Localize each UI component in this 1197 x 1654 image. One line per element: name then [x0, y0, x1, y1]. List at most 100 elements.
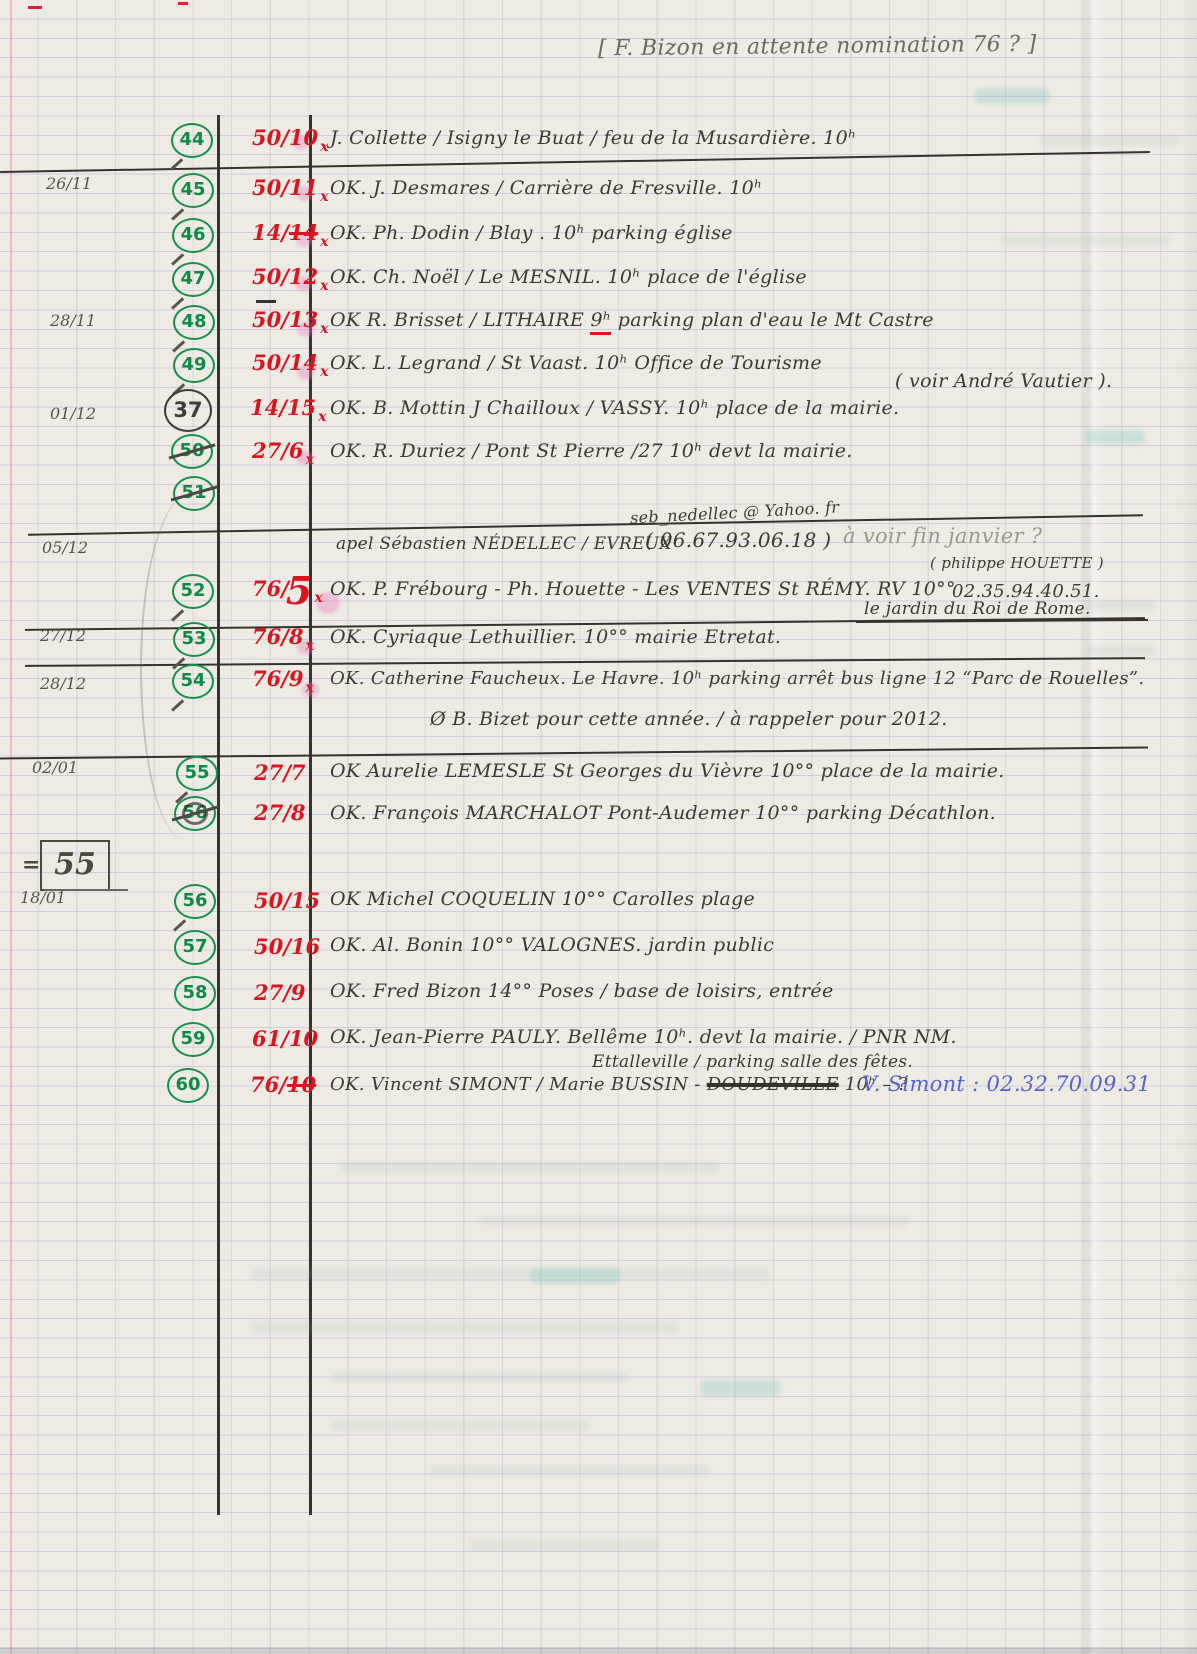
entry-number: 58 — [174, 976, 216, 1011]
entry-number: 55 — [176, 756, 218, 791]
note-ettalleville: Ettalleville / parking salle des fêtes. — [592, 1052, 914, 1072]
margin-date: 02/01 — [32, 758, 79, 777]
entry-code: 50/10 — [252, 125, 319, 150]
page-edge-right — [1181, 0, 1197, 1654]
entry-text: parking plan d'eau le Mt Castre — [611, 309, 934, 331]
entry-code-struck: 10 — [286, 1072, 317, 1097]
x-mark: x — [320, 321, 329, 337]
entry-number: 60 — [167, 1068, 209, 1103]
header-note: [ F. Bizon en attente nomination 76 ? ] — [597, 31, 1037, 62]
ghost-highlight — [975, 88, 1050, 104]
margin-date: 28/12 — [40, 674, 87, 693]
entry-code: 76/ — [252, 576, 289, 601]
entry-code: 27/8 — [254, 800, 306, 825]
ghost-highlight — [530, 1268, 620, 1284]
entry-number: 50 — [171, 434, 213, 469]
x-mark: x — [320, 139, 329, 155]
x-mark: x — [318, 409, 327, 425]
entry-time-underlined: 9ʰ — [590, 309, 612, 335]
entry-number: 48 — [173, 305, 215, 340]
ghost-text — [330, 1372, 630, 1383]
ghost-text — [470, 1540, 660, 1551]
entry-code: 76/9 — [252, 666, 304, 691]
entry-number-struck: 56 — [174, 796, 216, 831]
highlight-blob — [295, 276, 312, 291]
highlight-blob — [297, 322, 314, 337]
entry-code-struck: 14 — [288, 220, 319, 245]
ghost-highlight — [1085, 430, 1145, 444]
divider-line — [0, 150, 1150, 174]
entry-text: OK. Jean-Pierre PAULY. Bellême 10ʰ. devt… — [330, 1026, 957, 1048]
entry-number: 52 — [172, 574, 214, 609]
ghost-text — [250, 1322, 680, 1333]
margin-line — [10, 0, 12, 1654]
entry-text: OK R. Brisset / LITHAIRE — [330, 309, 591, 331]
margin-date: 18/01 — [20, 888, 67, 907]
note-nedellec-phone: ( 06.67.93.06.18 ) — [645, 528, 832, 552]
note-simont-phone: V. Simont : 02.32.70.09.31 — [862, 1072, 1152, 1096]
margin-date: 28/11 — [50, 311, 97, 330]
entry-code: 27/7 — [254, 760, 306, 785]
entry-text: OK. Al. Bonin 10°° VALOGNES. jardin publ… — [330, 934, 775, 956]
ghost-text — [480, 1215, 910, 1226]
entry-number: 57 — [174, 930, 216, 965]
count-box-shadow — [44, 889, 128, 891]
margin-date: 26/11 — [46, 174, 93, 193]
entry-code: 27/6 — [252, 438, 304, 463]
red-mark — [28, 6, 42, 9]
x-mark: x — [320, 234, 329, 250]
entry-number: 45 — [172, 173, 214, 208]
ghost-highlight — [700, 1380, 780, 1396]
ghost-text — [430, 1465, 710, 1476]
page-edge-bottom — [0, 1647, 1197, 1654]
entry-number: 49 — [173, 348, 215, 383]
entry-text: OK. Vincent SIMONT / Marie BUSSIN - — [330, 1074, 707, 1095]
margin-date: 01/12 — [50, 404, 97, 423]
ghost-text — [1040, 135, 1180, 146]
entry-text: OK. P. Frébourg - Ph. Houette - Les VENT… — [330, 578, 956, 600]
tick-above-48 — [256, 300, 276, 303]
count-prefix: = — [22, 852, 41, 878]
entry-text: J. Collette / Isigny le Buat / feu de la… — [330, 127, 857, 149]
entry-subtext: le jardin du Roi de Rome. — [864, 599, 1091, 619]
entry-text: OK Michel COQUELIN 10°° Carolles plage — [330, 888, 756, 910]
x-mark: x — [305, 452, 314, 468]
pencil-arc — [140, 495, 222, 840]
entry-code: 50/12 — [252, 264, 319, 289]
highlight-blob — [296, 186, 313, 201]
paper-crease — [1078, 0, 1104, 1654]
ledger-vline-2 — [309, 115, 312, 1515]
entry-code: 50/11 — [252, 175, 319, 200]
entry-text: OK. Ph. Dodin / Blay . 10ʰ parking églis… — [330, 222, 733, 244]
x-mark: x — [320, 278, 329, 294]
entry-text: OK. Ch. Noël / Le MESNIL. 10ʰ place de l… — [330, 266, 807, 288]
note-vautier: ( voir André Vautier ). — [895, 370, 1113, 392]
entry-number: 44 — [171, 123, 213, 158]
entry-code: 50/14 — [252, 350, 319, 375]
entry-text: OK. Cyriaque Lethuillier. 10°° mairie Et… — [330, 626, 782, 648]
entry-text: OK. Fred Bizon 14°° Poses / base de lois… — [330, 980, 834, 1002]
entry-number: 56 — [174, 884, 216, 919]
entry-text: OK. J. Desmares / Carrière de Fresville.… — [330, 177, 763, 199]
highlight-blob — [296, 232, 313, 247]
highlight-blob — [316, 592, 340, 614]
note-pencil-janvier: à voir fin janvier ? — [843, 524, 1043, 548]
note-houette: ( philippe HOUETTE ) — [930, 554, 1104, 572]
margin-date: 05/12 — [42, 538, 89, 557]
red-mark — [178, 2, 188, 5]
entry-number: 47 — [172, 262, 214, 297]
note-nedellec: apel Sébastien NÉDELLEC / EVREUX — [336, 534, 672, 554]
entry-number: 46 — [172, 218, 214, 253]
entry-code: 50/16 — [254, 934, 321, 959]
highlight-blob — [292, 135, 309, 150]
ghost-text — [330, 1420, 590, 1431]
count-box: 55 — [40, 840, 110, 891]
entry-text: OK Aurelie LEMESLE St Georges du Vièvre … — [330, 760, 1005, 782]
note-houette-phone: 02.35.94.40.51. — [952, 581, 1100, 602]
ghost-text — [1085, 645, 1155, 656]
ghost-text — [250, 1268, 770, 1279]
x-mark: x — [305, 638, 314, 654]
highlight-blob — [296, 450, 313, 465]
entry-number: 37 — [164, 389, 212, 432]
